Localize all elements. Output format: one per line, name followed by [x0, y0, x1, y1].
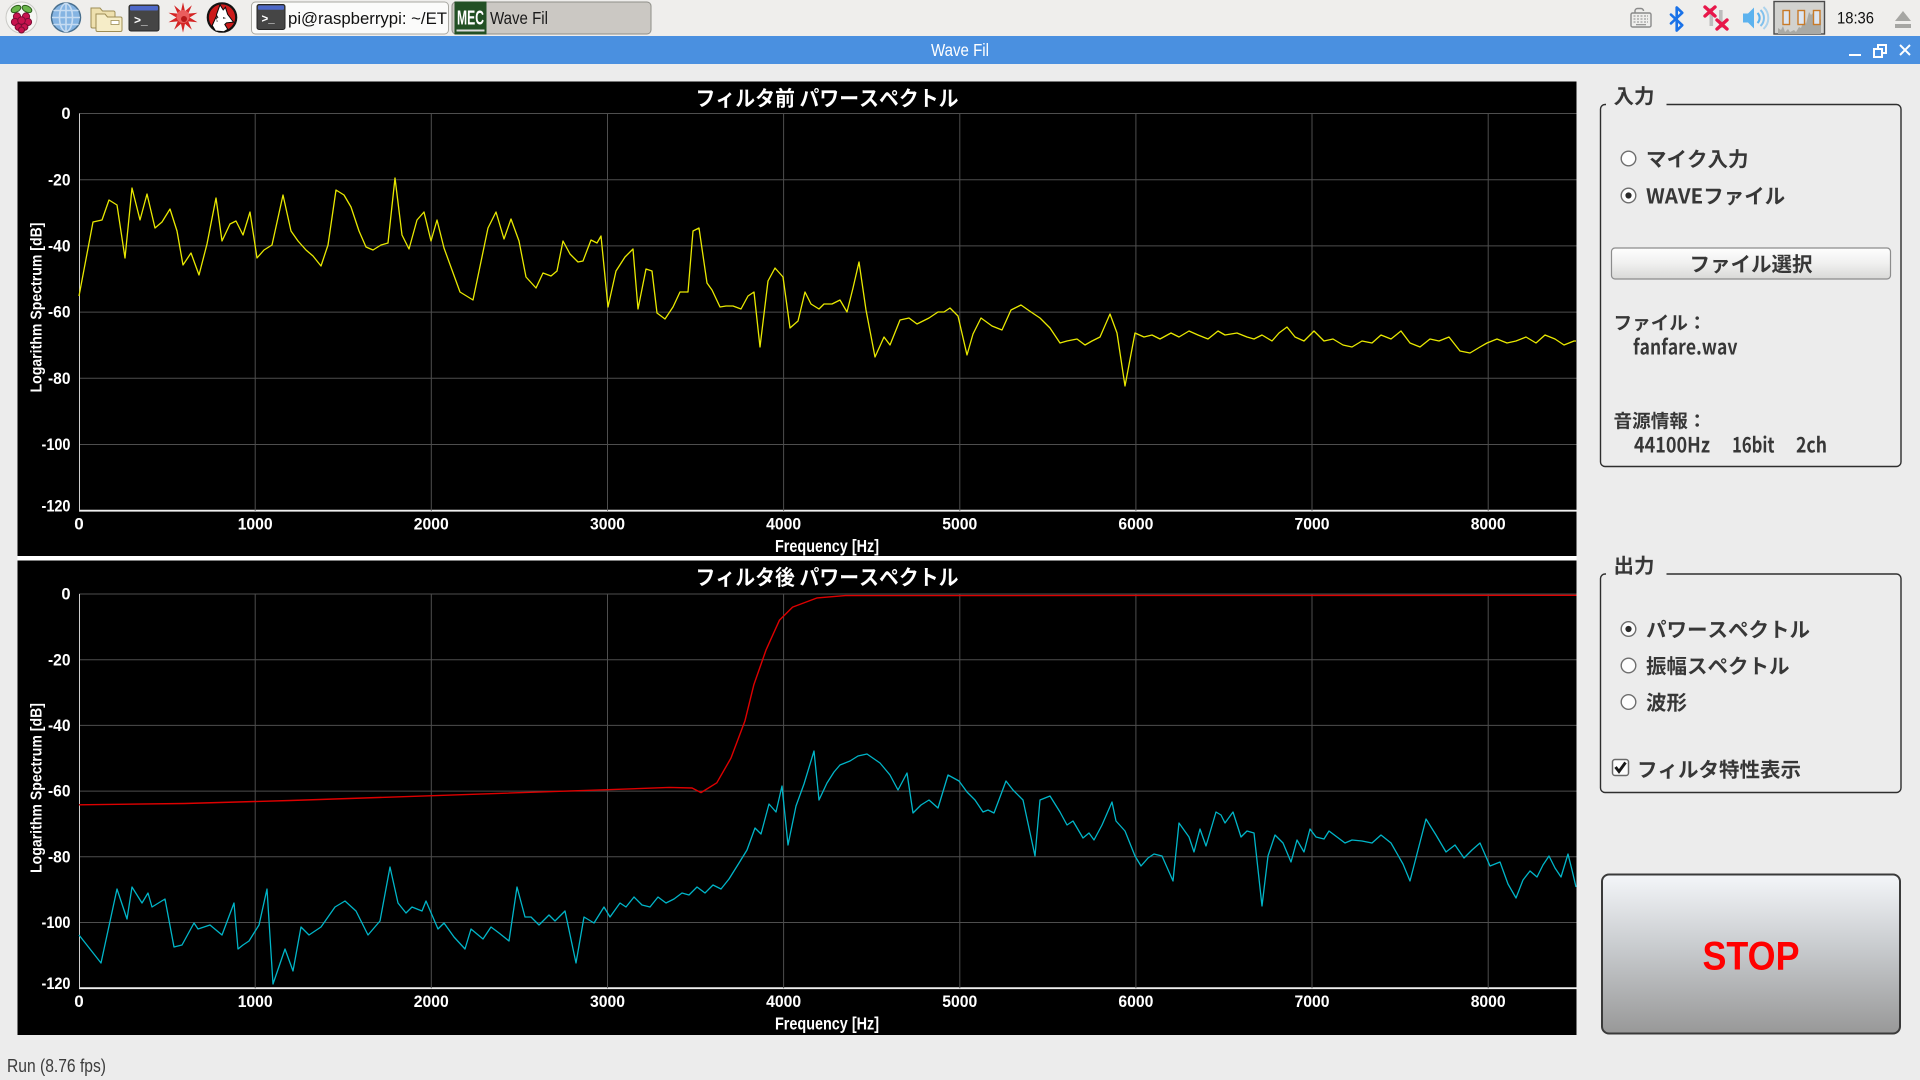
- svg-text:6000: 6000: [1118, 515, 1153, 534]
- svg-text:pi@raspberrypi: ~/ET: pi@raspberrypi: ~/ET: [288, 9, 447, 28]
- svg-text:>_: >_: [262, 14, 276, 26]
- svg-text:MEC: MEC: [457, 8, 484, 30]
- svg-text:-100: -100: [42, 436, 71, 454]
- svg-text:-40: -40: [48, 717, 71, 735]
- svg-text:-40: -40: [48, 238, 71, 256]
- svg-text:-100: -100: [42, 914, 71, 932]
- svg-text:18:36: 18:36: [1837, 10, 1874, 28]
- svg-text:7000: 7000: [1295, 992, 1330, 1011]
- svg-text:-60: -60: [48, 783, 71, 801]
- svg-text:Frequency [Hz]: Frequency [Hz]: [775, 1014, 879, 1034]
- svg-text:4000: 4000: [766, 992, 801, 1011]
- svg-text:STOP: STOP: [1703, 935, 1800, 979]
- svg-text:0: 0: [74, 992, 83, 1011]
- svg-text:Wave Fil: Wave Fil: [490, 8, 548, 28]
- svg-text:3000: 3000: [590, 515, 625, 534]
- svg-text:5000: 5000: [942, 515, 977, 534]
- svg-text:Run (8.76 fps): Run (8.76 fps): [7, 1055, 106, 1076]
- svg-text:2000: 2000: [414, 515, 449, 534]
- svg-text:2000: 2000: [414, 992, 449, 1011]
- svg-text:1000: 1000: [238, 992, 273, 1011]
- svg-text:0: 0: [74, 515, 83, 534]
- svg-text:-20: -20: [48, 651, 71, 669]
- svg-text:4000: 4000: [766, 515, 801, 534]
- svg-text:-120: -120: [42, 975, 71, 993]
- svg-text:8000: 8000: [1471, 515, 1506, 534]
- svg-text:0: 0: [61, 586, 70, 604]
- svg-text:6000: 6000: [1118, 992, 1153, 1011]
- svg-text:-60: -60: [48, 304, 71, 322]
- svg-text:Logarithm Spectrum [dB]: Logarithm Spectrum [dB]: [29, 703, 46, 873]
- svg-text:1000: 1000: [238, 515, 273, 534]
- svg-text:-20: -20: [48, 171, 71, 189]
- svg-text:3000: 3000: [590, 992, 625, 1011]
- svg-text:5000: 5000: [942, 992, 977, 1011]
- svg-text:8000: 8000: [1471, 992, 1506, 1011]
- svg-text:Logarithm Spectrum [dB]: Logarithm Spectrum [dB]: [29, 223, 46, 393]
- svg-text:>_: >_: [134, 13, 148, 27]
- svg-text:7000: 7000: [1295, 515, 1330, 534]
- svg-text:0: 0: [61, 105, 70, 123]
- svg-text:-80: -80: [48, 848, 71, 866]
- svg-text:-80: -80: [48, 370, 71, 388]
- svg-text:Wave Fil: Wave Fil: [931, 40, 989, 60]
- svg-text:-120: -120: [42, 498, 71, 516]
- svg-text:Frequency [Hz]: Frequency [Hz]: [775, 536, 879, 556]
